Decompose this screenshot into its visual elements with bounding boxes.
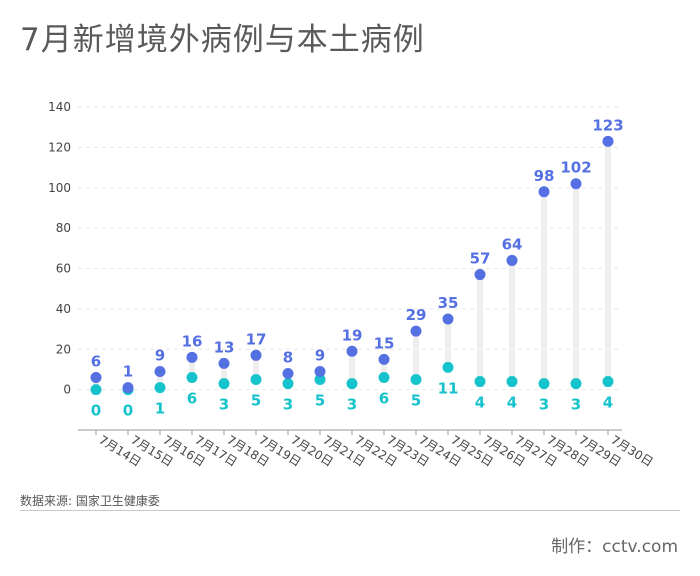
local-value-label: 4	[603, 394, 613, 412]
local-point	[90, 384, 102, 396]
local-value-label: 0	[91, 402, 101, 420]
imported-value-label: 35	[438, 294, 459, 312]
y-tick-label: 0	[63, 383, 71, 397]
imported-point	[218, 357, 230, 369]
imported-value-label: 98	[534, 167, 555, 185]
local-point	[602, 376, 614, 388]
x-axis: 7月14日7月15日7月16日7月17日7月18日7月19日7月20日7月21日…	[78, 429, 656, 469]
local-point	[346, 378, 358, 390]
local-value-label: 6	[379, 390, 389, 408]
imported-point	[346, 345, 358, 357]
imported-value-label: 17	[246, 330, 267, 348]
local-point	[474, 376, 486, 388]
y-tick-label: 40	[56, 302, 71, 316]
local-value-label: 11	[438, 379, 459, 397]
local-value-label: 4	[507, 394, 517, 412]
imported-point	[538, 186, 550, 198]
local-point	[186, 372, 198, 384]
local-value-label: 4	[475, 394, 485, 412]
local-point	[282, 378, 294, 390]
imported-value-label: 9	[315, 346, 325, 364]
y-axis: 0 20 40 60 80 100 120 140	[48, 100, 71, 397]
credit: 制作：cctv.com	[551, 537, 678, 557]
data-source: 数据来源: 国家卫生健康委	[20, 494, 160, 508]
local-point	[378, 372, 390, 384]
local-value-label: 3	[219, 396, 229, 414]
local-value-label: 5	[411, 392, 421, 410]
y-tick-label: 120	[48, 140, 71, 154]
divider	[20, 510, 680, 511]
imported-point	[506, 254, 518, 266]
imported-value-label: 1	[123, 363, 133, 381]
local-value-label: 3	[571, 396, 581, 414]
local-point	[154, 382, 166, 394]
imported-point	[442, 313, 454, 325]
local-value-label: 6	[187, 390, 197, 408]
imported-point	[250, 349, 262, 361]
local-point	[410, 374, 422, 386]
local-point	[250, 374, 262, 386]
imported-value-label: 102	[560, 159, 591, 177]
local-point	[570, 378, 582, 390]
local-point	[506, 376, 518, 388]
imported-point	[602, 135, 614, 147]
local-point	[314, 374, 326, 386]
imported-value-label: 13	[214, 338, 235, 356]
imported-value-label: 8	[283, 348, 293, 366]
imported-value-label: 16	[182, 332, 203, 350]
local-value-label: 5	[251, 392, 261, 410]
y-tick-label: 60	[56, 262, 71, 276]
imported-point	[474, 269, 486, 281]
imported-point	[154, 365, 166, 377]
imported-value-label: 57	[470, 250, 491, 268]
imported-value-label: 15	[374, 334, 395, 352]
local-value-label: 3	[539, 396, 549, 414]
local-value-label: 5	[315, 392, 325, 410]
local-value-label: 3	[347, 396, 357, 414]
imported-point	[90, 372, 102, 384]
points-layer	[90, 135, 614, 396]
local-point	[442, 361, 454, 373]
imported-value-label: 19	[342, 326, 363, 344]
imported-point	[282, 367, 294, 379]
imported-point	[378, 353, 390, 365]
imported-point	[122, 382, 134, 394]
imported-point	[570, 178, 582, 190]
local-value-label: 3	[283, 396, 293, 414]
local-value-label: 1	[155, 400, 165, 418]
imported-value-label: 123	[592, 116, 623, 134]
imported-point	[314, 365, 326, 377]
labels-layer: 6 0 1 0 9 1 16 6 13 3 17 5 8 3 9 5 19 3 15 6 29 5 35 11 57 4 64 4 98…	[91, 116, 624, 419]
local-value-label: 0	[123, 402, 133, 420]
local-point	[538, 378, 550, 390]
y-tick-label: 20	[56, 342, 71, 356]
y-tick-label: 100	[48, 181, 71, 195]
local-point	[218, 378, 230, 390]
y-tick-label: 80	[56, 221, 71, 235]
imported-value-label: 64	[502, 235, 523, 253]
imported-value-label: 9	[155, 346, 165, 364]
imported-value-label: 29	[406, 306, 427, 324]
y-tick-label: 140	[48, 100, 71, 114]
imported-point	[186, 351, 198, 363]
imported-point	[410, 325, 422, 337]
imported-value-label: 6	[91, 353, 101, 371]
chart-title: 7月新增境外病例与本土病例	[20, 22, 425, 58]
